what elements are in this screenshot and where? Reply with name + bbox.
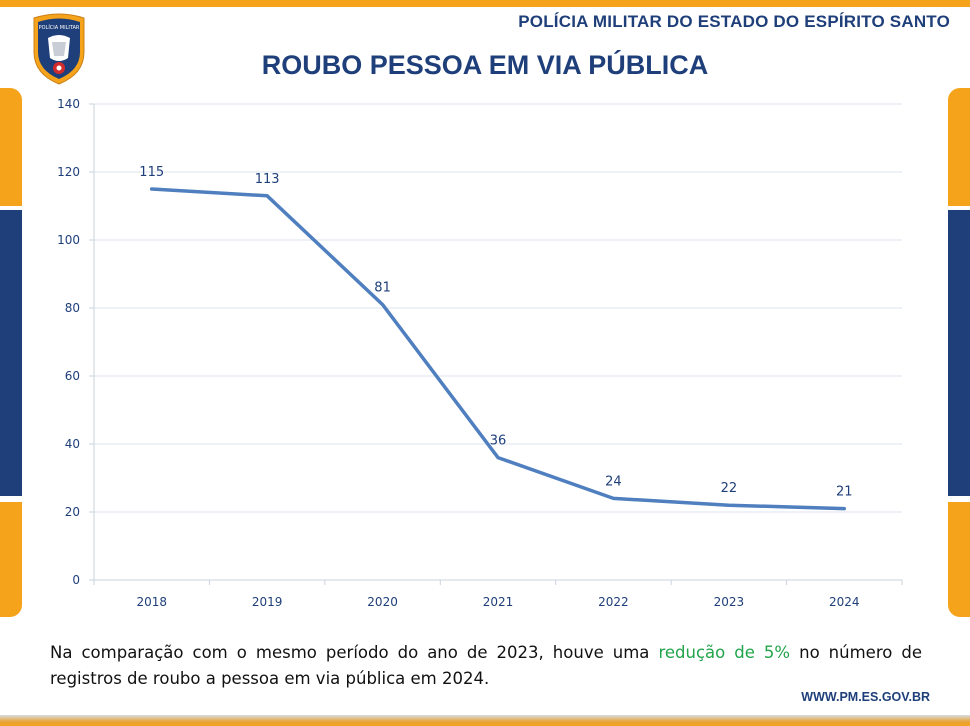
left-blue-band xyxy=(0,210,22,496)
right-blue-band xyxy=(948,210,970,496)
summary-caption: Na comparação com o mesmo período do ano… xyxy=(50,640,922,692)
series-line xyxy=(149,187,847,511)
caption-highlight: redução de 5% xyxy=(658,643,791,662)
left-orange-band-bottom xyxy=(0,502,22,617)
logo-text: POLÍCIA MILITAR xyxy=(39,24,80,31)
x-tick-label: 2019 xyxy=(252,595,283,609)
data-label: 21 xyxy=(836,485,853,500)
line-chart: 0 20 40 60 80 100 120 140 2018 2019 2020 2021 2022 20… xyxy=(57,97,903,609)
y-tick-label: 0 xyxy=(72,573,80,587)
data-label: 36 xyxy=(490,434,507,449)
website-url: WWW.PM.ES.GOV.BR xyxy=(801,690,930,704)
y-tick-label: 140 xyxy=(57,97,80,111)
y-tick-label: 20 xyxy=(65,505,80,519)
right-orange-band-bottom xyxy=(948,502,970,617)
x-tick-label: 2022 xyxy=(598,595,629,609)
data-label: 115 xyxy=(139,165,164,180)
y-tick-label: 120 xyxy=(57,165,80,179)
data-point xyxy=(842,507,846,511)
y-tick-label: 80 xyxy=(65,301,80,315)
right-orange-band-top xyxy=(948,88,970,206)
data-point xyxy=(611,496,615,500)
x-tick-label: 2023 xyxy=(714,595,745,609)
top-accent-stripe xyxy=(0,0,970,7)
y-tick-label: 40 xyxy=(65,437,80,451)
bottom-accent-stripe xyxy=(0,715,970,726)
data-label: 81 xyxy=(374,281,391,296)
data-point xyxy=(727,503,731,507)
caption-text-after: no número de registros de roubo a pessoa… xyxy=(50,643,922,688)
data-label: 22 xyxy=(721,481,738,496)
x-tick-label: 2018 xyxy=(136,595,167,609)
x-tick-label: 2024 xyxy=(829,595,860,609)
x-tick-label: 2020 xyxy=(367,595,398,609)
data-label: 24 xyxy=(605,474,622,489)
data-point xyxy=(381,303,385,307)
chart-title: ROUBO PESSOA EM VIA PÚBLICA xyxy=(261,50,709,80)
y-tick-label: 60 xyxy=(65,369,80,383)
data-point xyxy=(150,187,154,191)
x-tick-label: 2021 xyxy=(483,595,514,609)
caption-text-before: Na comparação com o mesmo período do ano… xyxy=(50,643,659,662)
data-point xyxy=(265,194,269,198)
data-point xyxy=(496,456,500,460)
data-label: 113 xyxy=(255,172,280,187)
left-orange-band-top xyxy=(0,88,22,206)
pm-es-logo: POLÍCIA MILITAR xyxy=(33,13,85,85)
organization-name: POLÍCIA MILITAR DO ESTADO DO ESPÍRITO SA… xyxy=(518,12,950,31)
y-tick-label: 100 xyxy=(57,233,80,247)
